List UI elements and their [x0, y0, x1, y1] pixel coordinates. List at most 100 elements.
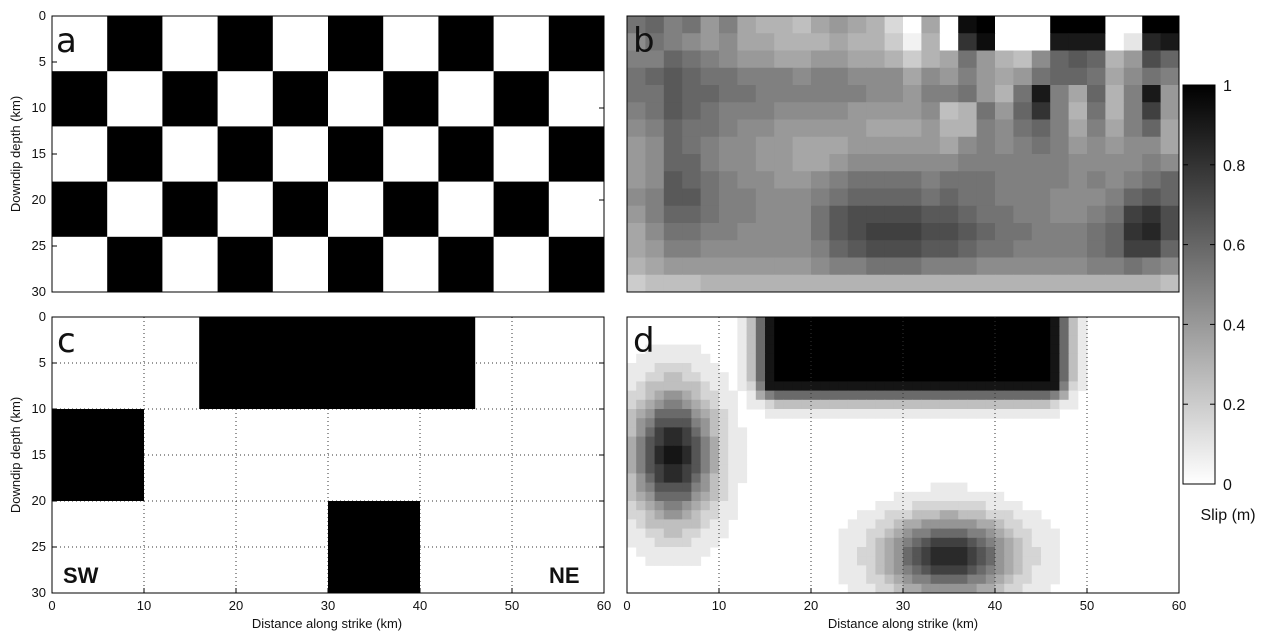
slip-cell — [820, 390, 830, 401]
slip-cell — [663, 136, 683, 155]
slip-cell — [719, 455, 729, 465]
slip-cell — [829, 223, 849, 241]
slip-cell — [1087, 171, 1106, 189]
slip-cell — [1022, 519, 1033, 530]
slip-cell — [857, 335, 867, 346]
slip-cell — [673, 473, 683, 484]
slip-cell — [774, 67, 794, 86]
slip-cell — [838, 565, 849, 576]
slip-cell — [1050, 409, 1060, 419]
slip-cell — [1087, 154, 1106, 172]
slip-cell — [857, 317, 867, 327]
slip-cell — [1031, 547, 1042, 557]
slip-cell — [949, 547, 959, 557]
slip-cell — [1031, 240, 1051, 258]
slip-cell — [811, 372, 821, 382]
slip-cell — [1050, 136, 1070, 155]
slip-cell — [663, 363, 674, 373]
slip-cell — [939, 188, 959, 207]
slip-cell — [654, 372, 665, 382]
slip-cell — [903, 50, 922, 69]
slip-cell — [1031, 519, 1042, 530]
slip-cell — [1031, 574, 1042, 585]
slip-cell — [939, 317, 950, 327]
slip-cell — [627, 501, 637, 511]
slip-cell — [893, 501, 904, 511]
slip-cell — [663, 436, 674, 447]
slip-cell — [728, 482, 738, 493]
slip-cell — [700, 381, 711, 392]
slip-cell — [663, 240, 683, 258]
panel-c-y-axis-label: Downdip depth (km) — [8, 397, 23, 513]
slip-cell — [875, 326, 886, 336]
slip-cell — [921, 583, 932, 594]
slip-cell — [1041, 363, 1051, 373]
slip-cell — [746, 317, 757, 327]
slip-cell — [875, 335, 886, 346]
slip-cell — [847, 257, 867, 276]
slip-cell — [1031, 85, 1051, 103]
slip-cell — [709, 464, 720, 474]
slip-cell — [903, 353, 913, 364]
slip-cell — [903, 205, 922, 224]
slip-cell — [1013, 565, 1024, 576]
slip-cell — [700, 547, 711, 557]
slip-cell — [709, 418, 720, 428]
slip-cell — [884, 119, 904, 138]
slip-cell — [949, 501, 959, 511]
slip-cell — [1013, 102, 1033, 120]
slip-cell — [1041, 574, 1051, 585]
slip-cell — [1105, 136, 1125, 155]
slip-cell — [691, 501, 702, 511]
slip-cell — [801, 353, 812, 364]
slip-cell — [976, 537, 987, 548]
slip-cell — [985, 491, 996, 502]
slip-cell — [1068, 50, 1088, 69]
checker-cell — [328, 126, 384, 183]
slip-cell — [949, 519, 959, 530]
slip-cell — [985, 390, 996, 401]
slip-cell — [949, 390, 959, 401]
slip-cell — [1022, 556, 1033, 566]
slip-cell — [838, 537, 849, 548]
slip-cell — [645, 274, 665, 293]
slip-cell — [691, 372, 702, 382]
slip-cell — [958, 67, 978, 86]
slip-cell — [627, 482, 637, 493]
slip-cell — [875, 574, 886, 585]
slip-cell — [939, 67, 959, 86]
slip-cell — [903, 565, 913, 576]
y-tick-label: 15 — [32, 447, 46, 462]
slip-cell — [921, 574, 932, 585]
slip-cell — [829, 154, 849, 172]
slip-cell — [939, 326, 950, 336]
slip-cell — [746, 390, 757, 401]
slip-cell — [958, 136, 978, 155]
slip-cell — [921, 482, 932, 493]
slip-cell — [976, 240, 996, 258]
slip-cell — [903, 510, 913, 520]
slip-cell — [636, 464, 646, 474]
checker-cell — [548, 236, 605, 293]
slip-cell — [866, 372, 876, 382]
slip-cell — [884, 223, 904, 241]
slip-cell — [1004, 565, 1014, 576]
slip-cell — [1022, 547, 1033, 557]
slip-cell — [866, 326, 876, 336]
slip-cell — [921, 390, 932, 401]
slip-cell — [663, 528, 674, 539]
slip-cell — [884, 274, 904, 293]
slip-cell — [1013, 240, 1033, 258]
slip-cell — [783, 381, 794, 392]
slip-cell — [976, 33, 996, 51]
slip-cell — [958, 205, 978, 224]
slip-cell — [976, 67, 996, 86]
slip-cell — [682, 537, 692, 548]
slip-cell — [1160, 136, 1180, 155]
slip-cell — [1142, 119, 1162, 138]
slip-cell — [976, 16, 996, 34]
slip-cell — [958, 102, 978, 120]
slip-cell — [857, 399, 867, 410]
x-tick-label: 60 — [1172, 598, 1186, 613]
slip-cell — [930, 491, 941, 502]
